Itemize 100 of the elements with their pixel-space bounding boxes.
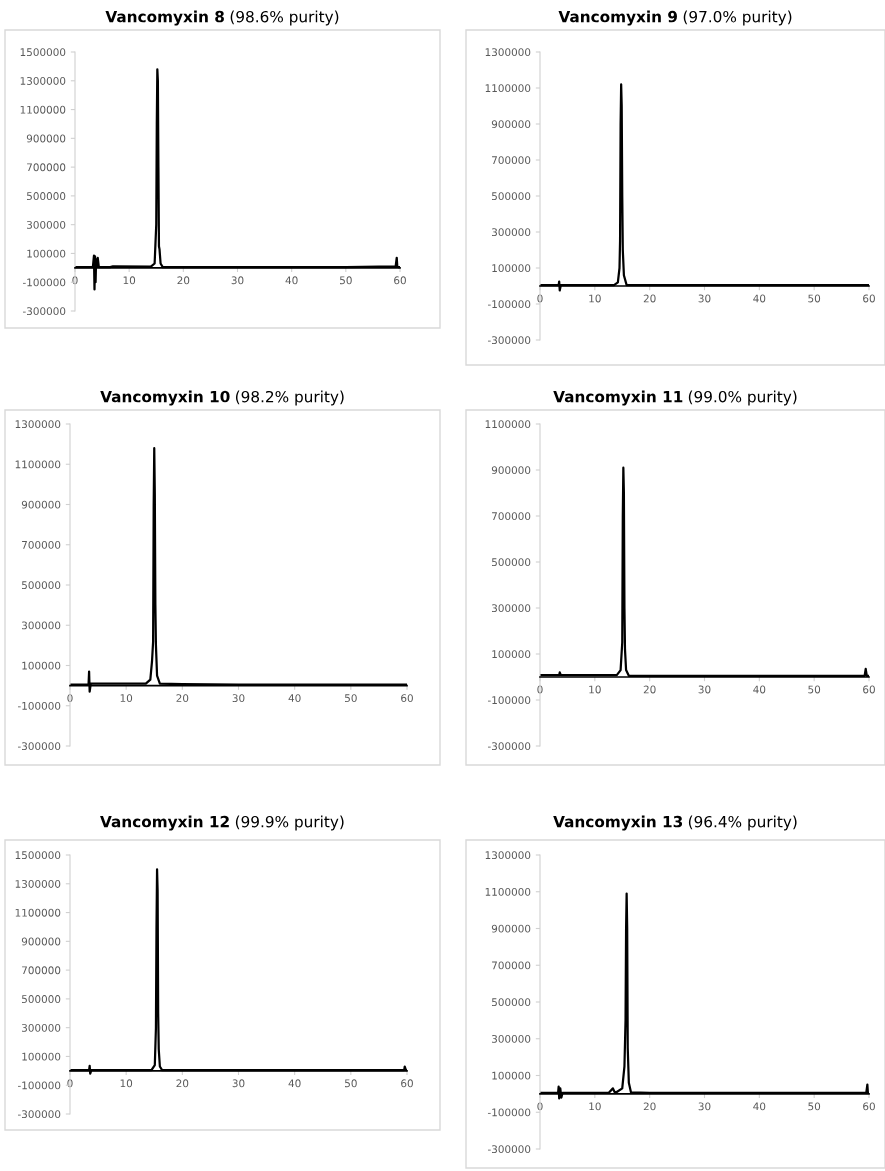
y-tick-label: 300000 xyxy=(27,220,66,229)
x-tick-label: 10 xyxy=(589,1102,601,1111)
y-tick-label: 700000 xyxy=(492,512,531,521)
x-tick-label: 10 xyxy=(123,276,136,285)
x-tick-label: 10 xyxy=(120,694,133,703)
x-tick-label: 50 xyxy=(345,1079,357,1088)
x-tick-label: 60 xyxy=(863,685,875,694)
y-tick-label: 1100000 xyxy=(15,908,61,917)
x-tick-label: 0 xyxy=(72,276,78,285)
x-tick-label: 0 xyxy=(67,1079,73,1088)
x-tick-label: 40 xyxy=(753,294,766,303)
y-tick-label: 1300000 xyxy=(485,48,531,57)
x-tick-label: 0 xyxy=(537,1102,543,1111)
x-tick-label: 20 xyxy=(643,294,656,303)
y-tick-label: -300000 xyxy=(487,1145,531,1154)
y-tick-label: 1300000 xyxy=(485,851,531,860)
y-tick-label: 900000 xyxy=(26,134,66,143)
y-tick-label: 900000 xyxy=(21,937,61,946)
chart-title: Vancomyxin 10 xyxy=(100,390,230,406)
x-tick-label: 10 xyxy=(589,685,601,694)
x-tick-label: 30 xyxy=(698,294,711,303)
chart-subtitle: (97.0% purity) xyxy=(683,10,792,26)
chart-subtitle: (99.0% purity) xyxy=(688,390,797,406)
x-tick-label: 30 xyxy=(232,1079,245,1088)
y-tick-label: 500000 xyxy=(492,998,531,1007)
x-tick-label: 30 xyxy=(231,276,244,285)
y-tick-label: 1100000 xyxy=(20,105,66,114)
y-tick-label: -100000 xyxy=(22,278,66,287)
chart-subtitle: (98.2% purity) xyxy=(235,390,344,406)
y-tick-label: 300000 xyxy=(22,1023,61,1032)
y-tick-label: 1100000 xyxy=(485,84,531,93)
y-tick-label: -100000 xyxy=(17,1081,61,1090)
x-tick-label: 60 xyxy=(863,294,875,303)
y-tick-label: -100000 xyxy=(487,300,531,309)
x-tick-label: 10 xyxy=(589,294,601,303)
y-tick-label: 700000 xyxy=(22,540,61,549)
x-tick-label: 0 xyxy=(537,685,543,694)
x-tick-label: 50 xyxy=(808,1102,821,1111)
y-tick-label: 100000 xyxy=(492,650,531,659)
x-tick-label: 20 xyxy=(176,1079,189,1088)
x-tick-label: 40 xyxy=(288,694,301,703)
y-tick-label: -100000 xyxy=(487,696,531,705)
x-tick-label: 60 xyxy=(401,694,413,703)
y-tick-label: 1100000 xyxy=(15,460,61,469)
y-tick-label: 700000 xyxy=(492,156,531,165)
y-tick-label: 1500000 xyxy=(15,851,61,860)
x-tick-label: 40 xyxy=(753,1102,766,1111)
y-tick-label: 1100000 xyxy=(485,887,531,896)
chart-title: Vancomyxin 12 xyxy=(100,815,229,831)
y-tick-label: -300000 xyxy=(17,1110,61,1119)
y-tick-label: 900000 xyxy=(21,500,61,509)
x-tick-label: 60 xyxy=(394,276,406,285)
y-tick-label: 1300000 xyxy=(15,420,61,429)
y-tick-label: 700000 xyxy=(27,163,66,172)
y-tick-label: 300000 xyxy=(22,621,61,630)
y-tick-label: 1300000 xyxy=(20,77,66,85)
x-tick-label: 10 xyxy=(120,1079,133,1088)
y-tick-label: -300000 xyxy=(22,307,66,316)
x-tick-label: 50 xyxy=(808,685,821,694)
x-tick-label: 50 xyxy=(345,694,357,703)
y-tick-label: 500000 xyxy=(22,581,61,590)
y-tick-label: 300000 xyxy=(492,604,531,613)
x-tick-label: 20 xyxy=(177,276,190,285)
x-tick-label: 40 xyxy=(288,1079,301,1088)
y-tick-label: 100000 xyxy=(492,264,531,273)
x-tick-label: 0 xyxy=(67,694,73,703)
y-tick-label: 1500000 xyxy=(20,48,66,57)
y-tick-label: -100000 xyxy=(17,701,61,710)
x-tick-label: 40 xyxy=(753,685,766,694)
y-tick-label: 500000 xyxy=(22,995,61,1003)
x-tick-label: 0 xyxy=(537,294,543,303)
x-tick-label: 60 xyxy=(401,1079,413,1088)
x-tick-label: 30 xyxy=(698,1102,711,1111)
chart-subtitle: (98.6% purity) xyxy=(230,10,339,26)
x-tick-label: 20 xyxy=(176,694,189,703)
x-tick-label: 20 xyxy=(643,685,656,694)
chart-subtitle: (96.4% purity) xyxy=(688,815,797,831)
x-tick-label: 50 xyxy=(340,276,352,285)
chart-subtitle: (99.9% purity) xyxy=(235,815,344,831)
y-tick-label: -300000 xyxy=(487,336,531,345)
y-tick-label: 1300000 xyxy=(15,880,61,888)
y-tick-label: 300000 xyxy=(492,228,531,237)
y-tick-label: -300000 xyxy=(487,742,531,751)
y-tick-label: 900000 xyxy=(491,120,531,129)
x-tick-label: 30 xyxy=(698,685,711,694)
y-tick-label: 100000 xyxy=(22,1052,61,1061)
y-tick-label: 700000 xyxy=(22,966,61,975)
y-tick-label: 500000 xyxy=(27,192,66,200)
x-tick-label: 60 xyxy=(863,1102,875,1111)
chart-title: Vancomyxin 13 xyxy=(553,815,683,831)
y-tick-label: 700000 xyxy=(492,961,531,970)
y-tick-label: 100000 xyxy=(492,1071,531,1080)
y-tick-label: 900000 xyxy=(491,466,531,475)
x-tick-label: 50 xyxy=(808,294,821,303)
y-tick-label: 100000 xyxy=(22,661,61,670)
chart-title: Vancomyxin 8 xyxy=(105,10,224,26)
y-tick-label: -300000 xyxy=(17,742,61,751)
x-tick-label: 20 xyxy=(643,1102,656,1111)
y-tick-label: 1100000 xyxy=(485,420,531,429)
y-tick-label: 100000 xyxy=(27,249,66,258)
